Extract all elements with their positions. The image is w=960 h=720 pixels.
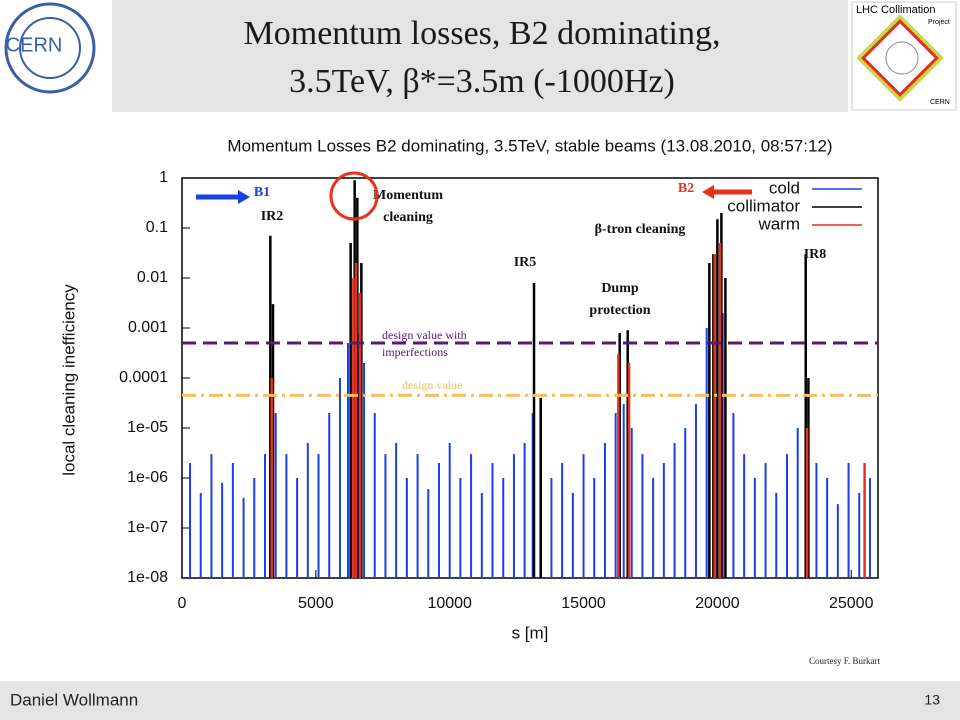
slide-title: 3.5TeV, β*=3.5m (-1000Hz) [289, 63, 675, 100]
legend-label: cold [769, 178, 800, 197]
annotation-line: protection [589, 303, 650, 318]
annotation: IR5 [514, 255, 537, 270]
annotation: B1 [254, 185, 270, 200]
courtesy: Courtesy F. Burkart [809, 656, 881, 666]
plot: 1e-081e-071e-061e-050.00010.0010.010.110… [119, 169, 879, 612]
highlight-circle [329, 171, 379, 221]
logo-text: CERN [6, 34, 63, 56]
b1-arrow-head [238, 190, 250, 204]
x-tick-label: 15000 [561, 595, 606, 612]
logo-text: LHC Collimation [856, 4, 935, 16]
reference-label-line: imperfections [382, 345, 448, 359]
y-axis-label: local cleaning inefficiency [59, 284, 78, 476]
annotation: IR2 [261, 209, 284, 224]
y-tick-label: 0.0001 [119, 369, 168, 386]
logo-text: CERN [930, 99, 950, 106]
y-tick-label: 1e-08 [127, 569, 168, 586]
reference-label: design value with imperfections [382, 328, 467, 359]
b2-arrow-head [702, 185, 714, 199]
y-tick-label: 0.001 [128, 319, 168, 336]
y-tick-label: 1e-06 [127, 469, 168, 486]
x-tick-label: 5000 [298, 595, 334, 612]
x-tick-label: 0 [178, 595, 187, 612]
y-tick-label: 1e-07 [127, 519, 168, 536]
annotation: B2 [678, 181, 694, 196]
reference-label-line: design value with [382, 328, 467, 342]
y-tick-label: 1 [159, 169, 168, 186]
annotation: β-tron cleaning [595, 222, 686, 237]
x-tick-label: 20000 [695, 595, 740, 612]
x-tick-label: 10000 [427, 595, 472, 612]
cern-logo: CERN [4, 2, 96, 94]
annotation: IR8 [804, 247, 827, 262]
page-number: 13 [924, 692, 940, 708]
x-axis-label: s [m] [512, 623, 549, 642]
annotation-line: Dump [601, 281, 639, 296]
title-band [112, 0, 848, 112]
y-tick-label: 1e-05 [127, 419, 168, 436]
lhc-logo: LHC Collimation Project CERN [851, 1, 957, 111]
legend-label: collimator [727, 196, 800, 215]
y-tick-label: 0.01 [137, 269, 168, 286]
legend-label: warm [757, 214, 800, 233]
annotation: Dump protection [589, 281, 650, 318]
logo-text: Project [928, 19, 950, 26]
annotation: Momentum cleaning [373, 188, 443, 225]
reference-label: design value [402, 378, 462, 392]
chart-title: Momentum Losses B2 dominating, 3.5TeV, s… [227, 136, 832, 155]
x-tick-label: 25000 [829, 595, 874, 612]
y-tick-label: 0.1 [146, 219, 168, 236]
footer-bg [0, 681, 960, 720]
slide-title: Momentum losses, B2 dominating, [244, 15, 721, 52]
author: Daniel Wollmann [10, 690, 138, 709]
annotation-line: cleaning [383, 210, 433, 225]
annotation-line: Momentum [373, 188, 443, 203]
